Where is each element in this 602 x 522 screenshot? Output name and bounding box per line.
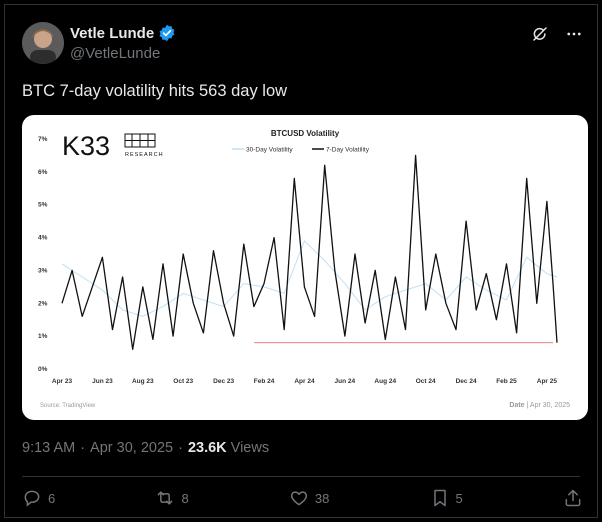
bookmark-icon: [433, 489, 446, 507]
chart-date: Date | Apr 30, 2025: [509, 402, 570, 409]
chart-source: Source: TradingView: [40, 403, 96, 409]
x-axis-ticks: Apr 23 Jun 23 Aug 23 Oct 23 Dec 23 Feb 24 Apr …: [52, 378, 558, 385]
repost-icon: [158, 491, 173, 505]
views-count: 23.6K: [187, 440, 227, 456]
y-tick-label: 6%: [38, 169, 48, 176]
author-name-row: Vetle Lunde: [70, 24, 176, 42]
tweet-actions-bar: 6 8 38 5: [22, 488, 583, 508]
tweet-media-chart[interactable]: K33 RESEARCH BTCUSD Volatility 30-Day Vo…: [22, 115, 588, 420]
reply-count: 6: [48, 490, 56, 506]
chart-title: BTCUSD Volatility: [271, 129, 340, 138]
author-name[interactable]: Vetle Lunde: [70, 24, 155, 42]
reply-icon: [24, 490, 40, 507]
y-tick-label: 3%: [38, 267, 48, 274]
share-icon: [565, 489, 581, 507]
x-tick-label: Apr 24: [294, 378, 315, 385]
bookmark-count: 5: [455, 490, 463, 506]
grok-icon[interactable]: [531, 25, 549, 43]
x-tick-label: Aug 24: [374, 378, 396, 385]
tweet-time[interactable]: 9:13 AM: [22, 440, 76, 456]
x-tick-label: Jun 23: [92, 378, 113, 385]
share-button[interactable]: [563, 488, 583, 508]
series-line-7d: [61, 154, 558, 350]
k33-logo-mark-icon: [124, 133, 156, 148]
x-tick-label: Dec 23: [213, 378, 234, 385]
divider: [22, 476, 580, 477]
y-tick-label: 2%: [38, 300, 48, 307]
avatar[interactable]: [22, 22, 64, 64]
y-tick-label: 1%: [38, 333, 48, 340]
author-handle[interactable]: @VetleLunde: [70, 45, 161, 62]
reply-button[interactable]: 6: [22, 488, 55, 508]
y-tick-label: 4%: [38, 235, 48, 242]
avatar-image: [22, 22, 64, 64]
tweet-top-actions: [531, 25, 583, 43]
series-line-30d: [61, 240, 558, 317]
k33-logo-text: K33: [62, 131, 110, 161]
repost-button[interactable]: 8: [155, 488, 189, 508]
y-tick-label: 5%: [38, 202, 48, 209]
k33-logo: K33 RESEARCH: [62, 131, 164, 161]
tweet-text: BTC 7-day volatility hits 563 day low: [22, 82, 288, 100]
like-icon: [290, 491, 307, 506]
chart-legend: 30-Day Volatility 7-Day Volatility: [232, 147, 370, 154]
x-tick-label: Apr 25: [537, 378, 558, 385]
chart-date-separator: |: [525, 402, 530, 409]
views-info: 23.6K Views: [188, 440, 269, 456]
volatility-chart: K33 RESEARCH BTCUSD Volatility 30-Day Vo…: [38, 129, 570, 409]
chart-date-value: Apr 30, 2025: [530, 402, 570, 409]
x-tick-label: Feb 24: [254, 378, 275, 385]
more-icon[interactable]: [565, 25, 583, 43]
x-tick-label: Aug 23: [132, 378, 154, 385]
like-count: 38: [314, 490, 330, 506]
meta-separator-2: ·: [178, 440, 183, 456]
tweet-date[interactable]: Apr 30, 2025: [90, 440, 174, 456]
x-tick-label: Jun 24: [335, 378, 356, 385]
views-label: Views: [230, 440, 270, 456]
y-axis-ticks: 0% 1% 2% 3% 4% 5% 6% 7%: [38, 136, 48, 373]
tweet-meta: 9:13 AM · Apr 30, 2025 · 23.6K Views: [22, 440, 269, 456]
meta-separator-1: ·: [80, 440, 86, 456]
y-tick-label: 0%: [38, 366, 48, 373]
y-tick-label: 7%: [38, 136, 48, 143]
x-tick-label: Oct 23: [173, 378, 193, 385]
bookmark-button[interactable]: 5: [430, 488, 463, 508]
tweet-card: Vetle Lunde @VetleLunde BTC 7-day volati…: [4, 4, 598, 518]
chart-date-label: Date: [509, 402, 524, 409]
legend-label-30d: 30-Day Volatility: [246, 147, 293, 154]
x-tick-label: Oct 24: [416, 378, 436, 385]
repost-count: 8: [181, 490, 189, 506]
x-tick-label: Dec 24: [456, 378, 477, 385]
verified-badge-icon: [159, 24, 175, 42]
legend-label-7d: 7-Day Volatility: [326, 147, 370, 154]
x-tick-label: Feb 25: [496, 378, 517, 385]
x-tick-label: Apr 23: [52, 378, 73, 385]
k33-logo-subtext: RESEARCH: [125, 152, 164, 158]
like-button[interactable]: 38: [289, 488, 329, 508]
